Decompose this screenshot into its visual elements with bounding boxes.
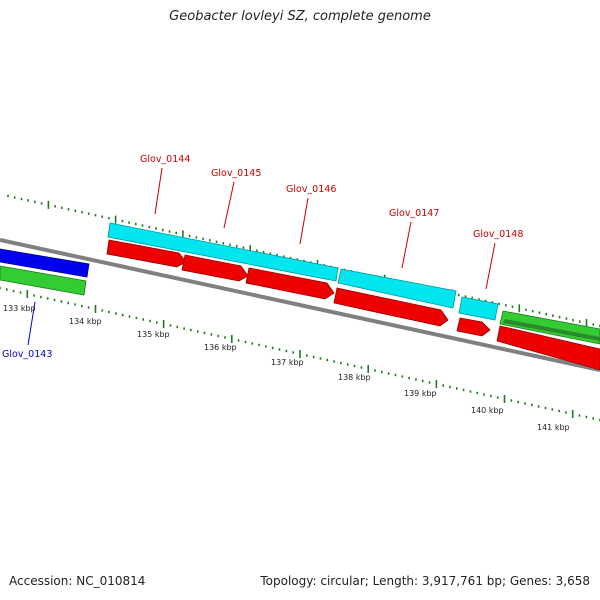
gene-glov-0143-green xyxy=(0,265,87,296)
gene-blue-left xyxy=(0,248,90,278)
gene-labels: Glov_0143 Glov_0144 Glov_0145 Glov_0146 … xyxy=(2,154,523,360)
gene-glov-0147-arrow xyxy=(333,287,449,327)
gene-red-right-edge xyxy=(496,325,600,371)
scale-label: 134 kbp xyxy=(69,317,102,326)
scale-label: 135 kbp xyxy=(137,330,170,339)
gene-glov-0148-arrow xyxy=(456,317,491,337)
label-glov-0144: Glov_0144 xyxy=(140,154,190,165)
gene-green-right-2 xyxy=(503,319,600,341)
label-glov-0148: Glov_0148 xyxy=(473,229,523,240)
scale-label: 133 kbp xyxy=(3,304,36,313)
gene-glov-0144-145-146-forward xyxy=(107,222,339,282)
scale-label: 139 kbp xyxy=(404,389,437,398)
leader-glov-0146 xyxy=(299,197,309,245)
gene-glov-0147-forward xyxy=(337,268,457,309)
scale-labels: 133 kbp 134 kbp 135 kbp 136 kbp 137 kbp … xyxy=(3,304,570,432)
scale-label: 140 kbp xyxy=(471,406,504,415)
label-leaders xyxy=(27,167,496,346)
right-green-features xyxy=(499,310,600,345)
leader-glov-0148 xyxy=(485,242,496,290)
leader-glov-0144 xyxy=(154,167,163,215)
gene-glov-0148-forward xyxy=(458,296,499,321)
label-glov-0145: Glov_0145 xyxy=(211,168,261,179)
left-features xyxy=(0,248,90,296)
reverse-features xyxy=(106,239,600,371)
gene-glov-0146-arrow xyxy=(245,267,335,300)
scale-label: 141 kbp xyxy=(537,423,570,432)
label-glov-0147: Glov_0147 xyxy=(389,208,439,219)
label-glov-0143: Glov_0143 xyxy=(2,349,52,360)
genome-title: Geobacter lovleyi SZ, complete genome xyxy=(169,9,431,24)
gene-glov-0145-arrow xyxy=(181,254,249,282)
backbone-outer xyxy=(0,238,600,372)
leader-glov-0147 xyxy=(401,221,412,269)
gene-glov-0144-arrow xyxy=(106,239,187,268)
scale-label: 136 kbp xyxy=(204,343,237,352)
tick-marks xyxy=(0,194,600,422)
scale-label: 138 kbp xyxy=(338,373,371,382)
leader-glov-0143 xyxy=(27,301,36,346)
forward-features xyxy=(107,222,499,321)
genome-stats-text: Topology: circular; Length: 3,917,761 bp… xyxy=(260,574,590,588)
accession-text: Accession: NC_010814 xyxy=(9,574,146,588)
label-glov-0146: Glov_0146 xyxy=(286,184,336,195)
scale-label: 137 kbp xyxy=(271,358,304,367)
leader-glov-0145 xyxy=(223,181,235,229)
